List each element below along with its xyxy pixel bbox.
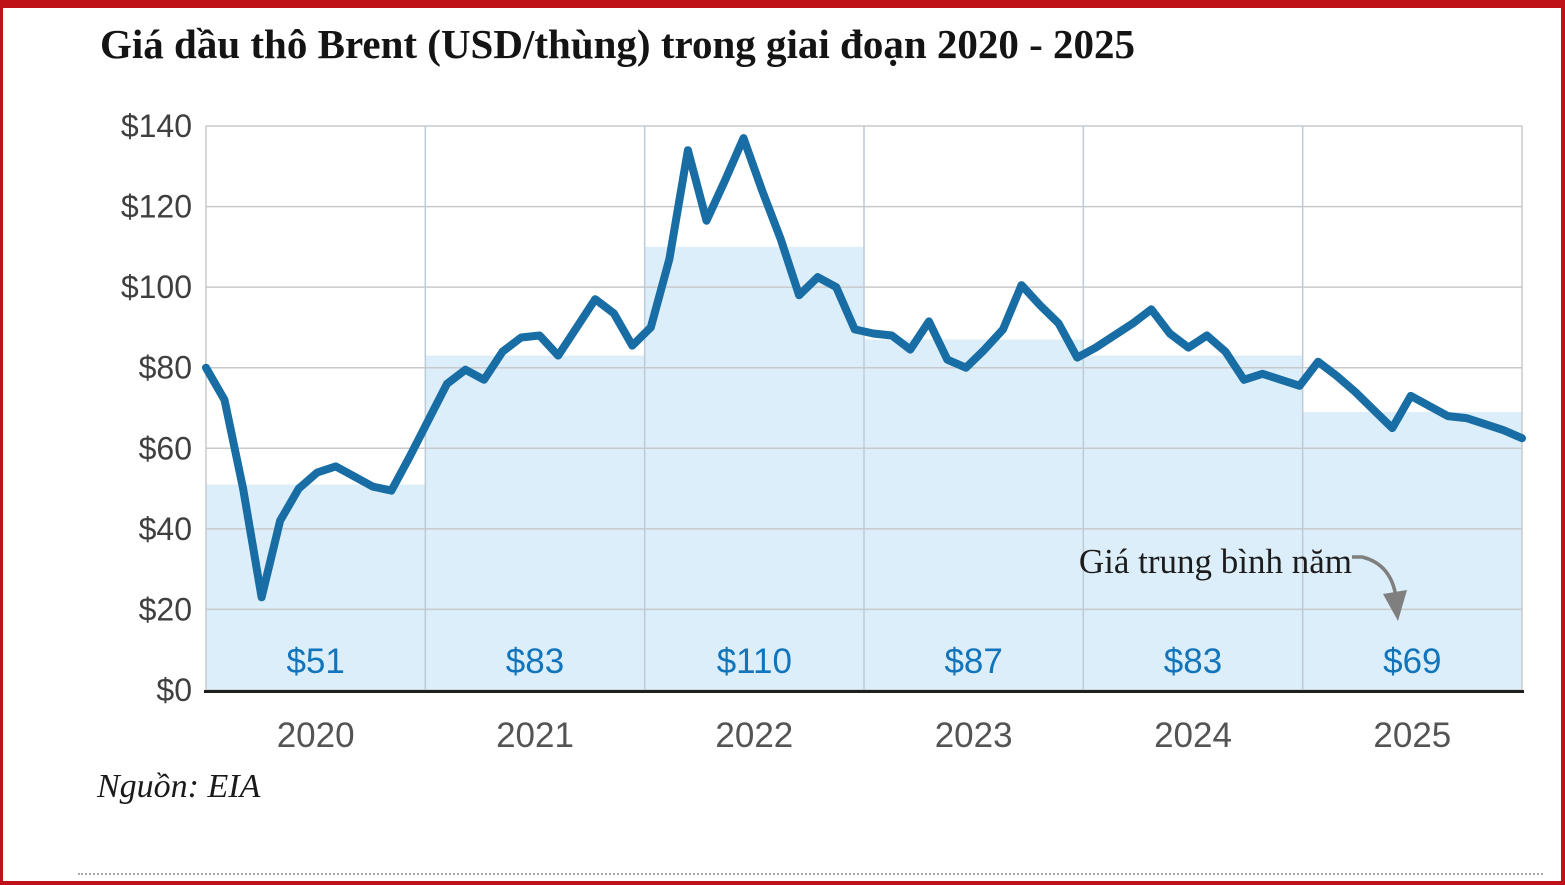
average-band (206, 484, 426, 690)
average-label: $83 (506, 642, 564, 681)
year-label: 2023 (935, 716, 1013, 755)
average-band (1083, 355, 1303, 690)
average-band (425, 355, 645, 690)
page-border-left (0, 0, 3, 885)
average-label: $69 (1383, 642, 1441, 681)
source-text: Nguồn: EIA (97, 768, 261, 805)
bottom-dotted-divider (78, 873, 1543, 875)
year-label: 2024 (1154, 716, 1232, 755)
year-label: 2022 (715, 716, 793, 755)
average-band (644, 246, 864, 690)
y-tick-label: $60 (139, 430, 192, 466)
average-label: $51 (286, 642, 344, 681)
y-tick-label: $20 (139, 591, 192, 627)
annotation-arrow (1352, 555, 1398, 598)
year-label: 2021 (496, 716, 574, 755)
average-label: $87 (944, 642, 1002, 681)
y-tick-label: $40 (139, 511, 192, 547)
y-tick-label: $100 (121, 269, 192, 305)
average-label: $110 (717, 642, 792, 681)
average-band (1302, 412, 1522, 690)
annotation-average-price: Giá trung bình năm (1078, 542, 1352, 581)
y-tick-label: $0 (156, 672, 192, 708)
y-tick-label: $120 (121, 189, 192, 225)
y-tick-label: $140 (121, 108, 192, 144)
page-border-bottom (0, 881, 1565, 885)
page-border-top (0, 0, 1565, 8)
chart-title: Giá dầu thô Brent (USD/thùng) trong giai… (100, 21, 1136, 67)
year-label: 2020 (277, 716, 355, 755)
y-tick-label: $80 (139, 350, 192, 386)
page-border-right (1561, 0, 1565, 885)
annotation-arrow-head (1383, 590, 1407, 621)
year-label: 2025 (1373, 716, 1451, 755)
price-line (202, 134, 1526, 602)
average-label: $83 (1164, 642, 1222, 681)
average-band (864, 339, 1084, 690)
